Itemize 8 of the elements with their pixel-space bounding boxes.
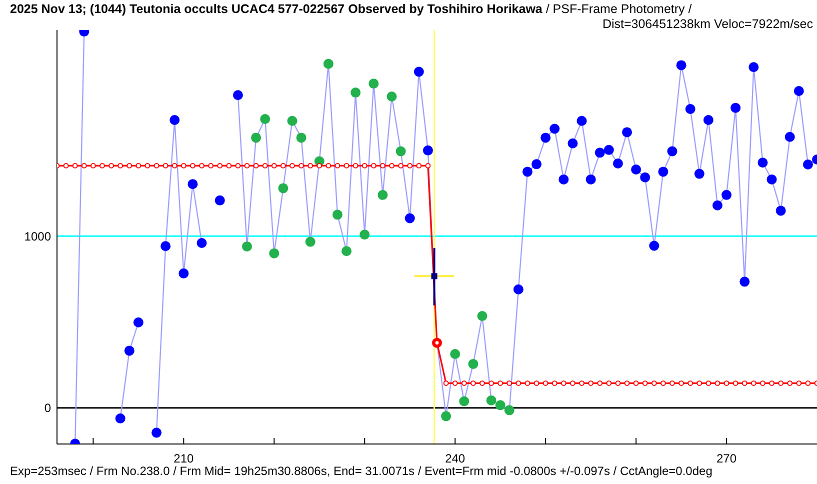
x-tick-label: 270 bbox=[716, 452, 737, 466]
chart-title: 2025 Nov 13; (1044) Teutonia occults UCAC4 577-022567 Observed by Toshihiro Horikawa bbox=[10, 2, 542, 16]
y-tick-label: 0 bbox=[44, 401, 52, 416]
text: Exp=253msec / Frm No.238.0 / Frm Mid= 19h25m30.8806s, End= 31.0071s / Event=Frm mid -0.0800s +/-0.097s / CctAngle=0.0deg bbox=[10, 464, 712, 478]
chart-subtitle: / PSF-Frame Photometry / Dist=306451238km Veloc=7922m/sec bbox=[546, 2, 813, 31]
x-tick-label: 240 bbox=[445, 452, 466, 466]
y-tick-label: 1000 bbox=[24, 229, 52, 244]
x-tick-label: 210 bbox=[174, 452, 194, 466]
